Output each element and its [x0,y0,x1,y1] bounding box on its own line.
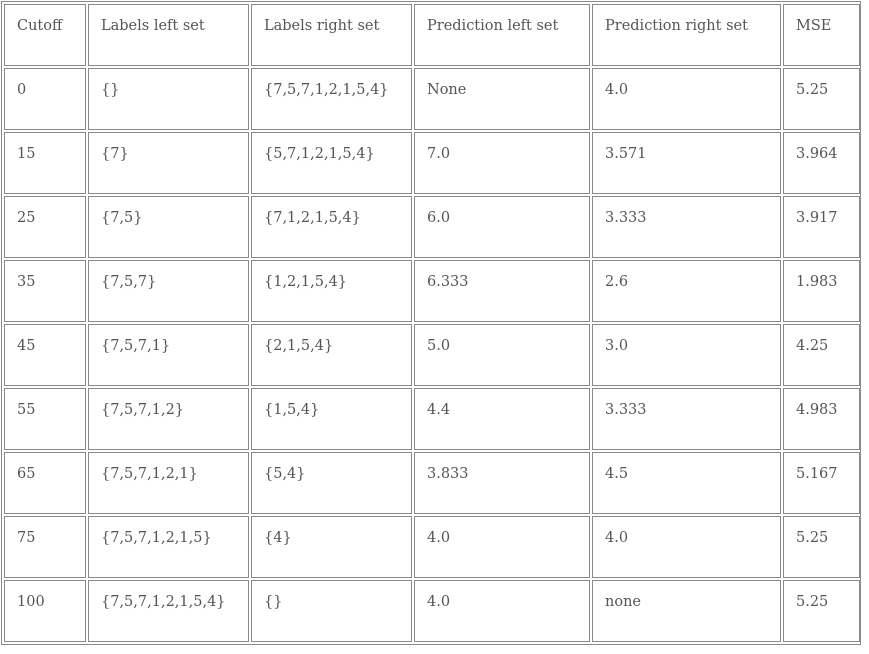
cell-prediction-left: 4.0 [414,516,590,578]
cell-prediction-right: 3.333 [592,388,781,450]
cell-labels-left: {7,5} [88,196,249,258]
cell-prediction-right: none [592,580,781,642]
table-header-row: Cutoff Labels left set Labels right set … [4,4,860,66]
cell-labels-left: {7,5,7} [88,260,249,322]
cell-labels-left: {} [88,68,249,130]
cell-prediction-left: 3.833 [414,452,590,514]
cell-labels-left: {7} [88,132,249,194]
cell-prediction-left: 7.0 [414,132,590,194]
cell-labels-left: {7,5,7,1,2,1} [88,452,249,514]
cell-labels-right: {} [251,580,412,642]
cell-prediction-left: 6.333 [414,260,590,322]
table-row: 45 {7,5,7,1} {2,1,5,4} 5.0 3.0 4.25 [4,324,860,386]
cell-labels-right: {1,5,4} [251,388,412,450]
cell-cutoff: 100 [4,580,86,642]
table-row: 65 {7,5,7,1,2,1} {5,4} 3.833 4.5 5.167 [4,452,860,514]
table-row: 100 {7,5,7,1,2,1,5,4} {} 4.0 none 5.25 [4,580,860,642]
cell-prediction-left: 4.0 [414,580,590,642]
cell-cutoff: 0 [4,68,86,130]
cell-mse: 5.25 [783,68,860,130]
cell-prediction-right: 4.0 [592,68,781,130]
header-mse: MSE [783,4,860,66]
cutoff-mse-table: Cutoff Labels left set Labels right set … [2,2,862,644]
cell-cutoff: 25 [4,196,86,258]
cell-labels-left: {7,5,7,1,2} [88,388,249,450]
cell-labels-left: {7,5,7,1,2,1,5} [88,516,249,578]
cell-mse: 5.25 [783,580,860,642]
cell-prediction-right: 3.571 [592,132,781,194]
header-cutoff: Cutoff [4,4,86,66]
cell-mse: 4.983 [783,388,860,450]
cell-cutoff: 65 [4,452,86,514]
cell-cutoff: 15 [4,132,86,194]
cell-labels-right: {5,7,1,2,1,5,4} [251,132,412,194]
data-table-container: Cutoff Labels left set Labels right set … [1,1,861,645]
cell-prediction-right: 2.6 [592,260,781,322]
table-row: 55 {7,5,7,1,2} {1,5,4} 4.4 3.333 4.983 [4,388,860,450]
header-labels-right-set: Labels right set [251,4,412,66]
cell-prediction-right: 4.0 [592,516,781,578]
header-labels-left-set: Labels left set [88,4,249,66]
cell-labels-right: {2,1,5,4} [251,324,412,386]
cell-mse: 5.25 [783,516,860,578]
cell-labels-left: {7,5,7,1,2,1,5,4} [88,580,249,642]
cell-labels-right: {1,2,1,5,4} [251,260,412,322]
cell-labels-right: {4} [251,516,412,578]
cell-mse: 4.25 [783,324,860,386]
cell-labels-left: {7,5,7,1} [88,324,249,386]
cell-prediction-right: 3.333 [592,196,781,258]
cell-mse: 3.917 [783,196,860,258]
cell-prediction-right: 4.5 [592,452,781,514]
table-row: 75 {7,5,7,1,2,1,5} {4} 4.0 4.0 5.25 [4,516,860,578]
table-row: 25 {7,5} {7,1,2,1,5,4} 6.0 3.333 3.917 [4,196,860,258]
cell-labels-right: {7,1,2,1,5,4} [251,196,412,258]
cell-mse: 1.983 [783,260,860,322]
cell-labels-right: {7,5,7,1,2,1,5,4} [251,68,412,130]
cell-prediction-right: 3.0 [592,324,781,386]
cell-prediction-left: 6.0 [414,196,590,258]
cell-prediction-left: 5.0 [414,324,590,386]
table-row: 35 {7,5,7} {1,2,1,5,4} 6.333 2.6 1.983 [4,260,860,322]
cell-cutoff: 35 [4,260,86,322]
table-row: 0 {} {7,5,7,1,2,1,5,4} None 4.0 5.25 [4,68,860,130]
header-prediction-left-set: Prediction left set [414,4,590,66]
cell-mse: 3.964 [783,132,860,194]
cell-cutoff: 75 [4,516,86,578]
cell-cutoff: 55 [4,388,86,450]
cell-prediction-left: 4.4 [414,388,590,450]
cell-cutoff: 45 [4,324,86,386]
cell-mse: 5.167 [783,452,860,514]
table-row: 15 {7} {5,7,1,2,1,5,4} 7.0 3.571 3.964 [4,132,860,194]
cell-labels-right: {5,4} [251,452,412,514]
cell-prediction-left: None [414,68,590,130]
header-prediction-right-set: Prediction right set [592,4,781,66]
